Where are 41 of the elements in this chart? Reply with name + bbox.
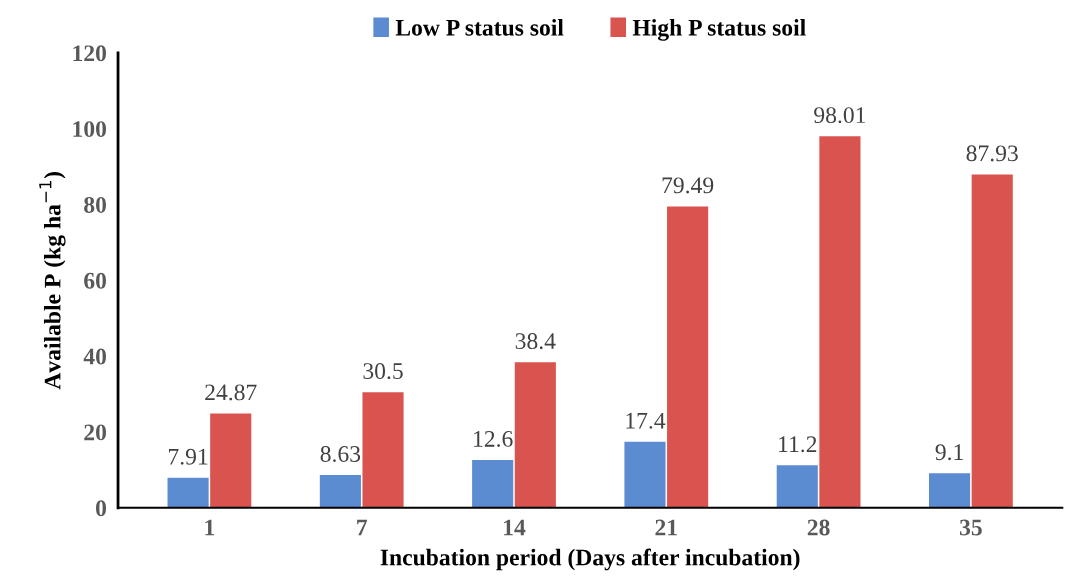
bar (624, 441, 666, 508)
bar (472, 459, 514, 508)
bar (167, 477, 209, 508)
x-tick-label: 35 (959, 519, 982, 536)
bar (210, 413, 252, 508)
bar (819, 136, 861, 508)
y-tick-label: 120 (73, 45, 107, 62)
data-label: 11.2 (779, 436, 817, 453)
data-label: 30.5 (363, 363, 403, 380)
bar (362, 392, 404, 508)
y-tick-label: 20 (84, 424, 107, 441)
x-axis-title: Incubation period (Days after incubation) (380, 548, 800, 571)
x-tick-label: 1 (205, 519, 215, 536)
y-tick-label: 40 (83, 348, 107, 365)
x-tick-label: 28 (807, 519, 830, 536)
data-label: 87.93 (966, 145, 1018, 162)
x-tick-label: 21 (655, 519, 677, 536)
data-label: 98.01 (814, 107, 866, 124)
data-label: 12.6 (474, 430, 513, 447)
y-tick-label: 100 (73, 121, 107, 138)
data-label: 7.91 (168, 448, 208, 465)
bar (667, 206, 709, 508)
y-tick-label: 60 (84, 272, 107, 289)
data-label: 17.4 (626, 412, 666, 429)
legend-label: High P status soil (632, 19, 806, 41)
bar (319, 475, 361, 508)
bar (929, 473, 971, 508)
data-label: 79.49 (662, 177, 714, 194)
data-label: 24.87 (205, 384, 257, 401)
x-tick-label: 14 (504, 519, 526, 536)
x-tick-label: 7 (357, 519, 368, 536)
data-label: 38.4 (515, 333, 556, 350)
y-tick-label: 0 (96, 500, 107, 517)
y-axis-title: Available P (kg ha$^{−1}$) (39, 172, 66, 390)
bar (971, 174, 1013, 508)
data-label: 9.1 (935, 444, 963, 461)
data-label: 8.63 (320, 445, 361, 463)
bar (514, 362, 556, 508)
bar (776, 465, 818, 508)
legend-label: Low P status soil (395, 19, 564, 36)
y-tick-label: 80 (84, 196, 107, 213)
